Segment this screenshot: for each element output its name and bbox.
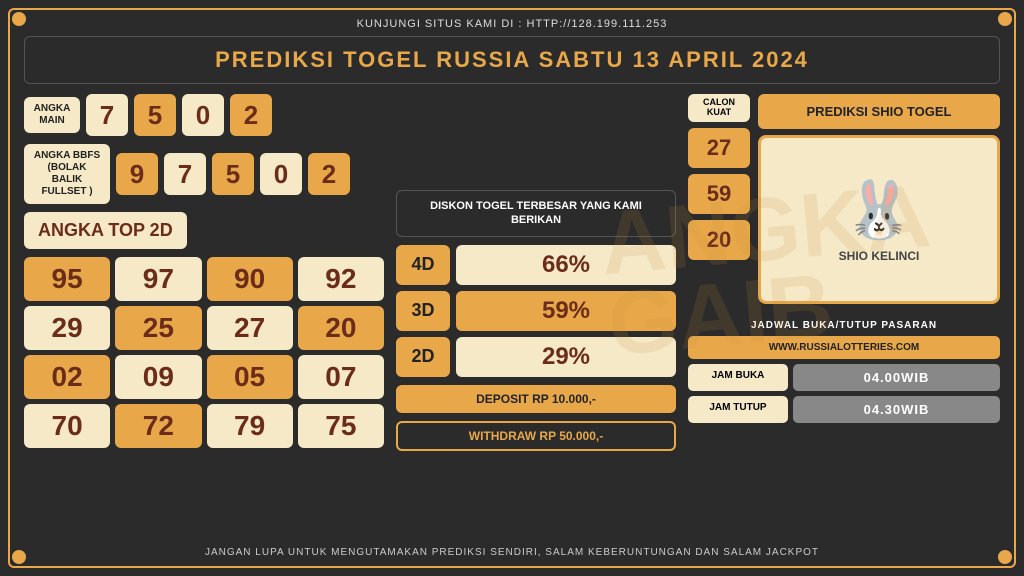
angka-main-num: 2 [230, 94, 272, 136]
calon-num: 59 [688, 174, 750, 214]
top2d-cell: 79 [207, 404, 293, 448]
angka-main-num: 7 [86, 94, 128, 136]
diskon-value: 29% [456, 337, 676, 377]
top2d-cell: 72 [115, 404, 201, 448]
diskon-label: 4D [396, 245, 450, 285]
angka-main-num: 0 [182, 94, 224, 136]
calon-num: 20 [688, 220, 750, 260]
top2d-cell: 02 [24, 355, 110, 399]
bbfs-num: 5 [212, 153, 254, 195]
shio-header: PREDIKSI SHIO TOGEL [758, 94, 1000, 129]
top2d-cell: 09 [115, 355, 201, 399]
bbfs-num: 0 [260, 153, 302, 195]
bbfs-num: 9 [116, 153, 158, 195]
top2d-cell: 75 [298, 404, 384, 448]
angka-main-num: 5 [134, 94, 176, 136]
calon-num: 27 [688, 128, 750, 168]
header-link: KUNJUNGI SITUS KAMI DI : HTTP://128.199.… [24, 18, 1000, 30]
deposit-info: DEPOSIT RP 10.000,- [396, 385, 676, 413]
site-url: WWW.RUSSIALOTTERIES.COM [688, 336, 1000, 359]
top2d-cell: 25 [115, 306, 201, 350]
bbfs-num: 2 [308, 153, 350, 195]
jam-buka-label: JAM BUKA [688, 364, 788, 391]
rabbit-icon: 🐰 [844, 177, 914, 243]
diskon-value: 66% [456, 245, 676, 285]
top2d-cell: 27 [207, 306, 293, 350]
diskon-label: 2D [396, 337, 450, 377]
schedule-header: JADWAL BUKA/TUTUP PASARAN [688, 320, 1000, 331]
top2d-cell: 97 [115, 257, 201, 301]
top2d-cell: 95 [24, 257, 110, 301]
bbfs-num: 7 [164, 153, 206, 195]
calon-label: CALON KUAT [688, 94, 750, 122]
top2d-cell: 07 [298, 355, 384, 399]
diskon-value: 59% [456, 291, 676, 331]
top2d-cell: 05 [207, 355, 293, 399]
top2d-cell: 90 [207, 257, 293, 301]
top2d-cell: 20 [298, 306, 384, 350]
diskon-label: 3D [396, 291, 450, 331]
diskon-header: DISKON TOGEL TERBESAR YANG KAMI BERIKAN [396, 190, 676, 237]
angka-main-label: ANGKA MAIN [24, 97, 80, 133]
top2d-cell: 92 [298, 257, 384, 301]
shio-name: SHIO KELINCI [839, 249, 920, 263]
footer-text: JANGAN LUPA UNTUK MENGUTAMAKAN PREDIKSI … [10, 547, 1014, 558]
withdraw-info: WITHDRAW RP 50.000,- [396, 421, 676, 451]
top2d-cell: 70 [24, 404, 110, 448]
jam-tutup-label: JAM TUTUP [688, 396, 788, 423]
top2d-cell: 29 [24, 306, 110, 350]
jam-buka-value: 04.00WIB [793, 364, 1000, 391]
shio-card: 🐰 SHIO KELINCI [758, 135, 1000, 304]
jam-tutup-value: 04.30WIB [793, 396, 1000, 423]
page-title: PREDIKSI TOGEL RUSSIA SABTU 13 APRIL 202… [24, 36, 1000, 84]
bbfs-label: ANGKA BBFS (BOLAK BALIK FULLSET ) [24, 144, 110, 204]
top2d-header: ANGKA TOP 2D [24, 212, 187, 249]
